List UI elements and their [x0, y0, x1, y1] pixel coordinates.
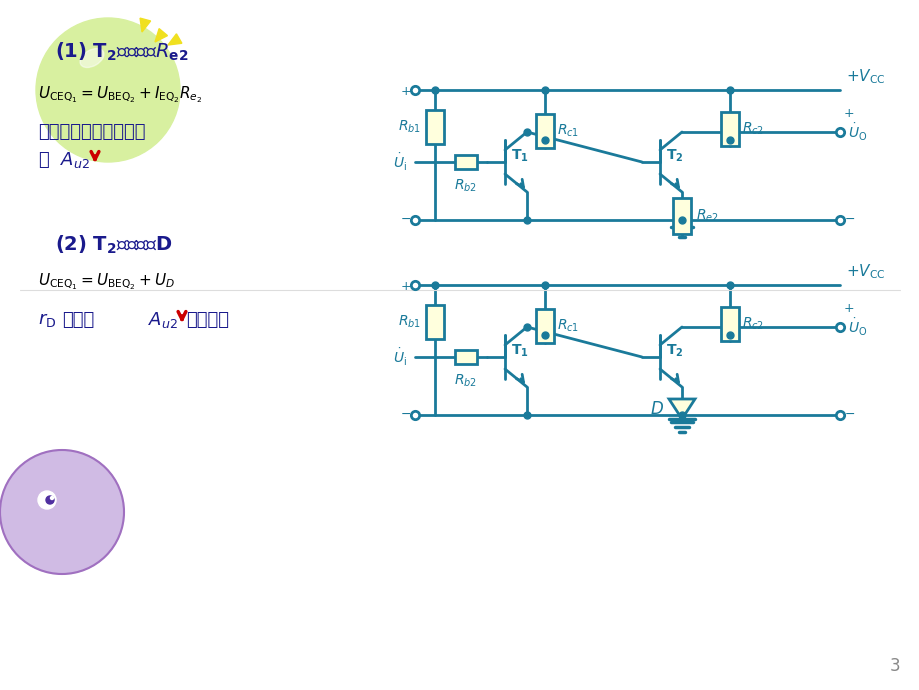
Ellipse shape — [80, 48, 104, 68]
Text: +: + — [843, 107, 854, 120]
Circle shape — [0, 450, 124, 574]
Circle shape — [51, 497, 53, 500]
Text: $r_{\rm D}$: $r_{\rm D}$ — [38, 311, 56, 329]
Text: $R_{c1}$: $R_{c1}$ — [556, 123, 579, 139]
Text: 很小，: 很小， — [62, 311, 94, 329]
Bar — [673, 198, 690, 234]
Text: $\dot{U}_{\rm i}$: $\dot{U}_{\rm i}$ — [392, 152, 406, 172]
Text: $R_{c1}$: $R_{c1}$ — [556, 318, 579, 334]
Bar — [455, 155, 476, 169]
Text: 损失小。: 损失小。 — [186, 311, 229, 329]
Text: $R_{b1}$: $R_{b1}$ — [398, 119, 421, 135]
Bar — [536, 309, 553, 343]
Text: $R_{e2}$: $R_{e2}$ — [696, 208, 718, 224]
Text: 两级静态工作点合适，: 两级静态工作点合适， — [38, 123, 145, 141]
Text: $\mathbf{T_1}$: $\mathbf{T_1}$ — [510, 343, 528, 359]
Text: $-$: $-$ — [400, 407, 411, 420]
Bar — [536, 114, 553, 148]
Text: $R_{c2}$: $R_{c2}$ — [742, 121, 764, 137]
Text: $R_{b2}$: $R_{b2}$ — [454, 178, 477, 195]
Text: $R_{c2}$: $R_{c2}$ — [742, 316, 764, 332]
Circle shape — [36, 18, 180, 162]
Text: $\mathbf{T_2}$: $\mathbf{T_2}$ — [665, 343, 683, 359]
Circle shape — [46, 496, 54, 504]
Text: $-$: $-$ — [843, 212, 854, 225]
Text: $\mathbf{(2)\ T_2}$射极串接$\mathbf{D}$: $\mathbf{(2)\ T_2}$射极串接$\mathbf{D}$ — [55, 234, 172, 256]
Text: $\mathbf{(1)\ T_2}$射极串接$\mathbf{\mathit{R}_{e2}}$: $\mathbf{(1)\ T_2}$射极串接$\mathbf{\mathit{… — [55, 41, 188, 63]
Text: 但: 但 — [38, 151, 49, 169]
Text: $\dot{U}_{\rm O}$: $\dot{U}_{\rm O}$ — [847, 317, 867, 337]
Text: 3: 3 — [889, 657, 899, 675]
Text: +: + — [400, 280, 411, 293]
Polygon shape — [140, 18, 151, 32]
Text: +: + — [843, 302, 854, 315]
Circle shape — [38, 491, 56, 509]
Text: +: + — [400, 85, 411, 98]
Text: $\dot{U}_{\rm i}$: $\dot{U}_{\rm i}$ — [392, 346, 406, 368]
Text: $+V_{\rm CC}$: $+V_{\rm CC}$ — [845, 262, 885, 281]
Text: $R_{b1}$: $R_{b1}$ — [398, 314, 421, 331]
Polygon shape — [154, 28, 167, 42]
Text: $U_{\rm CEQ_1}=U_{\rm BEQ_2}+I_{\rm EQ_2}R_{e_2}$: $U_{\rm CEQ_1}=U_{\rm BEQ_2}+I_{\rm EQ_2… — [38, 85, 202, 106]
Text: $\mathbf{T_1}$: $\mathbf{T_1}$ — [510, 148, 528, 164]
Bar — [425, 305, 444, 339]
Bar — [720, 307, 738, 341]
Polygon shape — [168, 34, 182, 45]
Text: $\mathbf{\mathit{D}}$: $\mathbf{\mathit{D}}$ — [650, 400, 664, 418]
Bar — [425, 110, 444, 144]
Text: $A_{u2}$: $A_{u2}$ — [60, 150, 90, 170]
Text: $A_{u2}$: $A_{u2}$ — [148, 310, 177, 330]
Text: $-$: $-$ — [843, 407, 854, 420]
Text: $\mathbf{T_2}$: $\mathbf{T_2}$ — [665, 148, 683, 164]
Bar — [720, 112, 738, 146]
Bar — [455, 350, 476, 364]
Text: $R_{b2}$: $R_{b2}$ — [454, 373, 477, 389]
Text: $+V_{\rm CC}$: $+V_{\rm CC}$ — [845, 68, 885, 86]
Polygon shape — [668, 399, 694, 419]
Text: $U_{\rm CEQ_1}=U_{\rm BEQ_2}+U_D$: $U_{\rm CEQ_1}=U_{\rm BEQ_2}+U_D$ — [38, 272, 175, 293]
Text: $\dot{U}_{\rm O}$: $\dot{U}_{\rm O}$ — [847, 121, 867, 143]
Text: $-$: $-$ — [400, 212, 411, 225]
